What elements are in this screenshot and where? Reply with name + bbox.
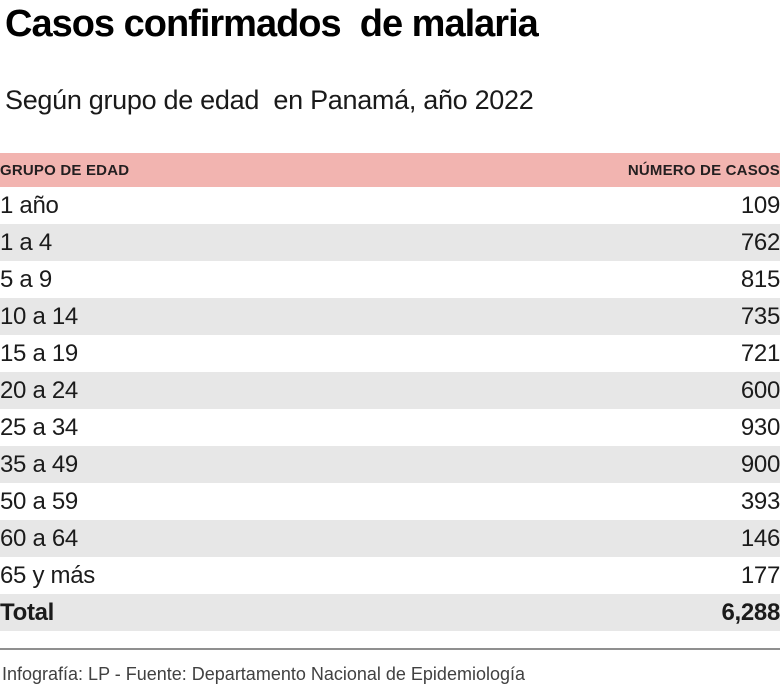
age-group-cell: 35 a 49 — [0, 446, 429, 483]
cases-cell: 109 — [740, 191, 780, 219]
cases-cell: 146 — [429, 520, 780, 557]
age-group-cell: 50 a 59 — [0, 487, 78, 515]
age-group-cell: 25 a 34 — [0, 413, 78, 441]
age-group-cell: 10 a 14 — [0, 298, 429, 335]
table-header-row: GRUPO DE EDAD NÚMERO DE CASOS — [0, 153, 780, 187]
age-group-cell: 1 año — [0, 191, 59, 219]
age-group-cell: 1 a 4 — [0, 224, 429, 261]
column-header-age-group: GRUPO DE EDAD — [0, 153, 429, 187]
source-credit: Infografía: LP - Fuente: Departamento Na… — [2, 664, 525, 684]
table-row: 15 a 19 721 — [0, 335, 780, 372]
table-header: GRUPO DE EDAD NÚMERO DE CASOS — [0, 153, 780, 187]
table-row: 10 a 14 735 — [0, 298, 780, 335]
total-row: Total 6,288 — [0, 594, 780, 631]
malaria-cases-table: GRUPO DE EDAD NÚMERO DE CASOS 1 año 109 1 … — [0, 153, 780, 631]
cases-cell: 177 — [740, 561, 780, 589]
cases-cell: 930 — [740, 413, 780, 441]
age-group-cell: 15 a 19 — [0, 339, 78, 367]
table-row: 5 a 9 815 — [0, 261, 780, 298]
page-title: Casos confirmados de malaria — [5, 3, 539, 45]
table-row: 50 a 59 393 — [0, 483, 780, 520]
table-row: 25 a 34 930 — [0, 409, 780, 446]
cases-cell: 815 — [740, 265, 780, 293]
age-group-cell: 60 a 64 — [0, 520, 429, 557]
table-body: 1 año 109 1 a 4 762 5 a 9 815 10 a 14 735 15 a 1… — [0, 187, 780, 631]
age-group-cell: 20 a 24 — [0, 372, 429, 409]
table-row: 1 año 109 — [0, 187, 780, 224]
cases-cell: 721 — [740, 339, 780, 367]
cases-cell: 393 — [740, 487, 780, 515]
table-row: 1 a 4 762 — [0, 224, 780, 261]
age-group-cell: 65 y más — [0, 561, 95, 589]
page-subtitle: Según grupo de edad en Panamá, año 2022 — [5, 85, 534, 115]
cases-cell: 735 — [429, 298, 780, 335]
cases-cell: 900 — [429, 446, 780, 483]
table-row: 60 a 64 146 — [0, 520, 780, 557]
cases-cell: 762 — [429, 224, 780, 261]
age-group-cell: 5 a 9 — [0, 265, 52, 293]
table-row: 20 a 24 600 — [0, 372, 780, 409]
cases-cell: 600 — [429, 372, 780, 409]
table-row: 35 a 49 900 — [0, 446, 780, 483]
footer-divider — [0, 648, 780, 650]
table-row: 65 y más 177 — [0, 557, 780, 594]
total-label-cell: Total — [0, 594, 429, 631]
column-header-cases: NÚMERO DE CASOS — [429, 153, 780, 187]
total-value-cell: 6,288 — [429, 594, 780, 631]
